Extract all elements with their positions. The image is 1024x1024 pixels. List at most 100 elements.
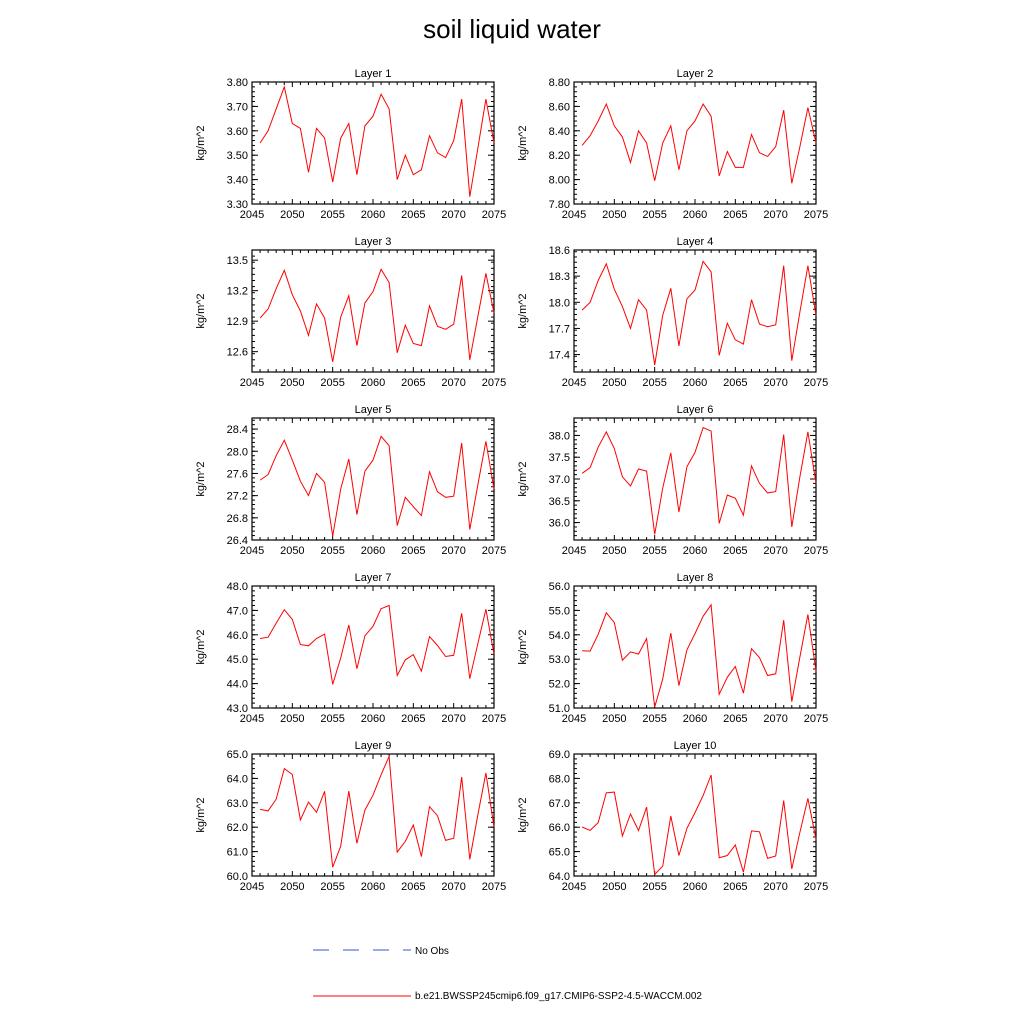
x-tick-label: 2075 (804, 209, 828, 221)
x-tick-label: 2055 (320, 545, 344, 557)
panel-title: Layer 7 (355, 572, 392, 584)
x-tick-label: 2045 (562, 209, 586, 221)
y-tick-label: 36.5 (549, 496, 570, 508)
x-tick-label: 2075 (804, 545, 828, 557)
y-tick-label: 65.0 (227, 749, 248, 761)
x-tick-label: 2065 (401, 713, 425, 725)
panel-title: Layer 8 (677, 572, 714, 584)
panel-9: Layer 9 2045 2050 2055 2060 2065 2070 2075 60.0 6… (195, 740, 506, 893)
panel-6: Layer 6 2045 2050 2055 2060 2065 2070 2075 36.0 3… (517, 404, 828, 557)
y-tick-label: 28.4 (227, 424, 248, 436)
x-tick-label: 2060 (683, 545, 707, 557)
y-tick-label: 52.0 (549, 679, 570, 691)
series-line (260, 756, 495, 868)
x-tick-label: 2060 (683, 377, 707, 389)
panel-5: Layer 5 2045 2050 2055 2060 2065 2070 2075 26.4 2… (195, 404, 506, 557)
x-tick-label: 2060 (361, 209, 385, 221)
x-tick-label: 2075 (804, 881, 828, 893)
x-tick-label: 2050 (602, 545, 626, 557)
y-tick-label: 3.40 (227, 175, 248, 187)
x-tick-label: 2070 (763, 209, 787, 221)
panel-title: Layer 3 (355, 236, 392, 248)
plot-frame (251, 585, 495, 709)
y-tick-label: 3.50 (227, 150, 248, 162)
y-tick-label: 17.7 (549, 323, 570, 335)
y-axis-label: kg/m^2 (195, 293, 207, 328)
panel-2: Layer 2 2045 2050 2055 2060 2065 2070 2075 7.80 8… (517, 68, 828, 221)
x-tick-label: 2065 (723, 881, 747, 893)
page-title: soil liquid water (423, 14, 601, 44)
y-tick-label: 12.6 (227, 347, 248, 359)
x-tick-label: 2075 (482, 209, 506, 221)
y-tick-label: 27.6 (227, 468, 248, 480)
y-tick-label: 26.4 (227, 535, 248, 547)
y-tick-label: 7.80 (549, 199, 570, 211)
y-tick-label: 47.0 (227, 605, 248, 617)
y-tick-label: 55.0 (549, 605, 570, 617)
y-tick-label: 3.60 (227, 126, 248, 138)
x-tick-label: 2060 (361, 377, 385, 389)
panel-title: Layer 5 (355, 404, 392, 416)
series-line (260, 604, 495, 685)
y-tick-label: 51.0 (549, 703, 570, 715)
x-tick-label: 2050 (280, 545, 304, 557)
y-tick-label: 68.0 (549, 773, 570, 785)
panel-title: Layer 6 (677, 404, 714, 416)
y-tick-label: 63.0 (227, 798, 248, 810)
x-tick-label: 2055 (642, 377, 666, 389)
panel-4: Layer 4 2045 2050 2055 2060 2065 2070 2075 17.4 1… (517, 236, 828, 389)
series-line (581, 774, 817, 876)
x-tick-label: 2050 (280, 209, 304, 221)
x-tick-label: 2055 (642, 881, 666, 893)
y-tick-label: 53.0 (549, 654, 570, 666)
y-tick-label: 17.4 (549, 350, 570, 362)
x-tick-label: 2060 (683, 209, 707, 221)
panel-3: Layer 3 2045 2050 2055 2060 2065 2070 2075 12.6 1… (195, 236, 506, 389)
y-tick-label: 3.80 (227, 77, 248, 89)
x-tick-label: 2070 (441, 377, 465, 389)
panel-title: Layer 1 (355, 68, 392, 80)
x-tick-label: 2070 (441, 713, 465, 725)
x-tick-label: 2050 (602, 377, 626, 389)
y-axis-label: kg/m^2 (517, 125, 529, 160)
plot-frame (251, 81, 495, 205)
series-line (581, 426, 817, 535)
y-tick-label: 45.0 (227, 654, 248, 666)
x-tick-label: 2065 (723, 209, 747, 221)
series-line (581, 102, 817, 184)
x-tick-label: 2065 (401, 545, 425, 557)
x-tick-label: 2065 (723, 377, 747, 389)
y-tick-label: 54.0 (549, 630, 570, 642)
y-tick-label: 8.40 (549, 126, 570, 138)
x-tick-label: 2070 (441, 209, 465, 221)
y-tick-label: 18.0 (549, 297, 570, 309)
y-tick-label: 13.2 (227, 286, 248, 298)
y-tick-label: 37.5 (549, 452, 570, 464)
y-tick-label: 46.0 (227, 630, 248, 642)
x-tick-label: 2055 (320, 209, 344, 221)
series-line (259, 85, 495, 197)
x-tick-label: 2045 (240, 713, 264, 725)
x-tick-label: 2065 (401, 377, 425, 389)
x-tick-label: 2060 (361, 713, 385, 725)
x-tick-label: 2045 (562, 881, 586, 893)
x-tick-label: 2070 (763, 713, 787, 725)
y-axis-label: kg/m^2 (195, 461, 207, 496)
y-tick-label: 8.00 (549, 175, 570, 187)
y-tick-label: 28.0 (227, 446, 248, 458)
panel-title: Layer 4 (677, 236, 714, 248)
y-axis-label: kg/m^2 (195, 629, 207, 664)
series-line (582, 603, 817, 708)
x-tick-label: 2045 (562, 545, 586, 557)
x-tick-label: 2050 (280, 881, 304, 893)
panel-title: Layer 9 (355, 740, 392, 752)
x-tick-label: 2050 (280, 377, 304, 389)
y-axis-label: kg/m^2 (517, 797, 529, 832)
y-tick-label: 12.9 (227, 316, 248, 328)
x-tick-label: 2070 (763, 377, 787, 389)
panel-1: Layer 1 2045 2050 2055 2060 2065 2070 2075 3.30 3… (195, 68, 506, 221)
y-tick-label: 69.0 (549, 749, 570, 761)
x-tick-label: 2070 (441, 545, 465, 557)
plot-frame (573, 417, 817, 541)
x-tick-label: 2060 (361, 545, 385, 557)
